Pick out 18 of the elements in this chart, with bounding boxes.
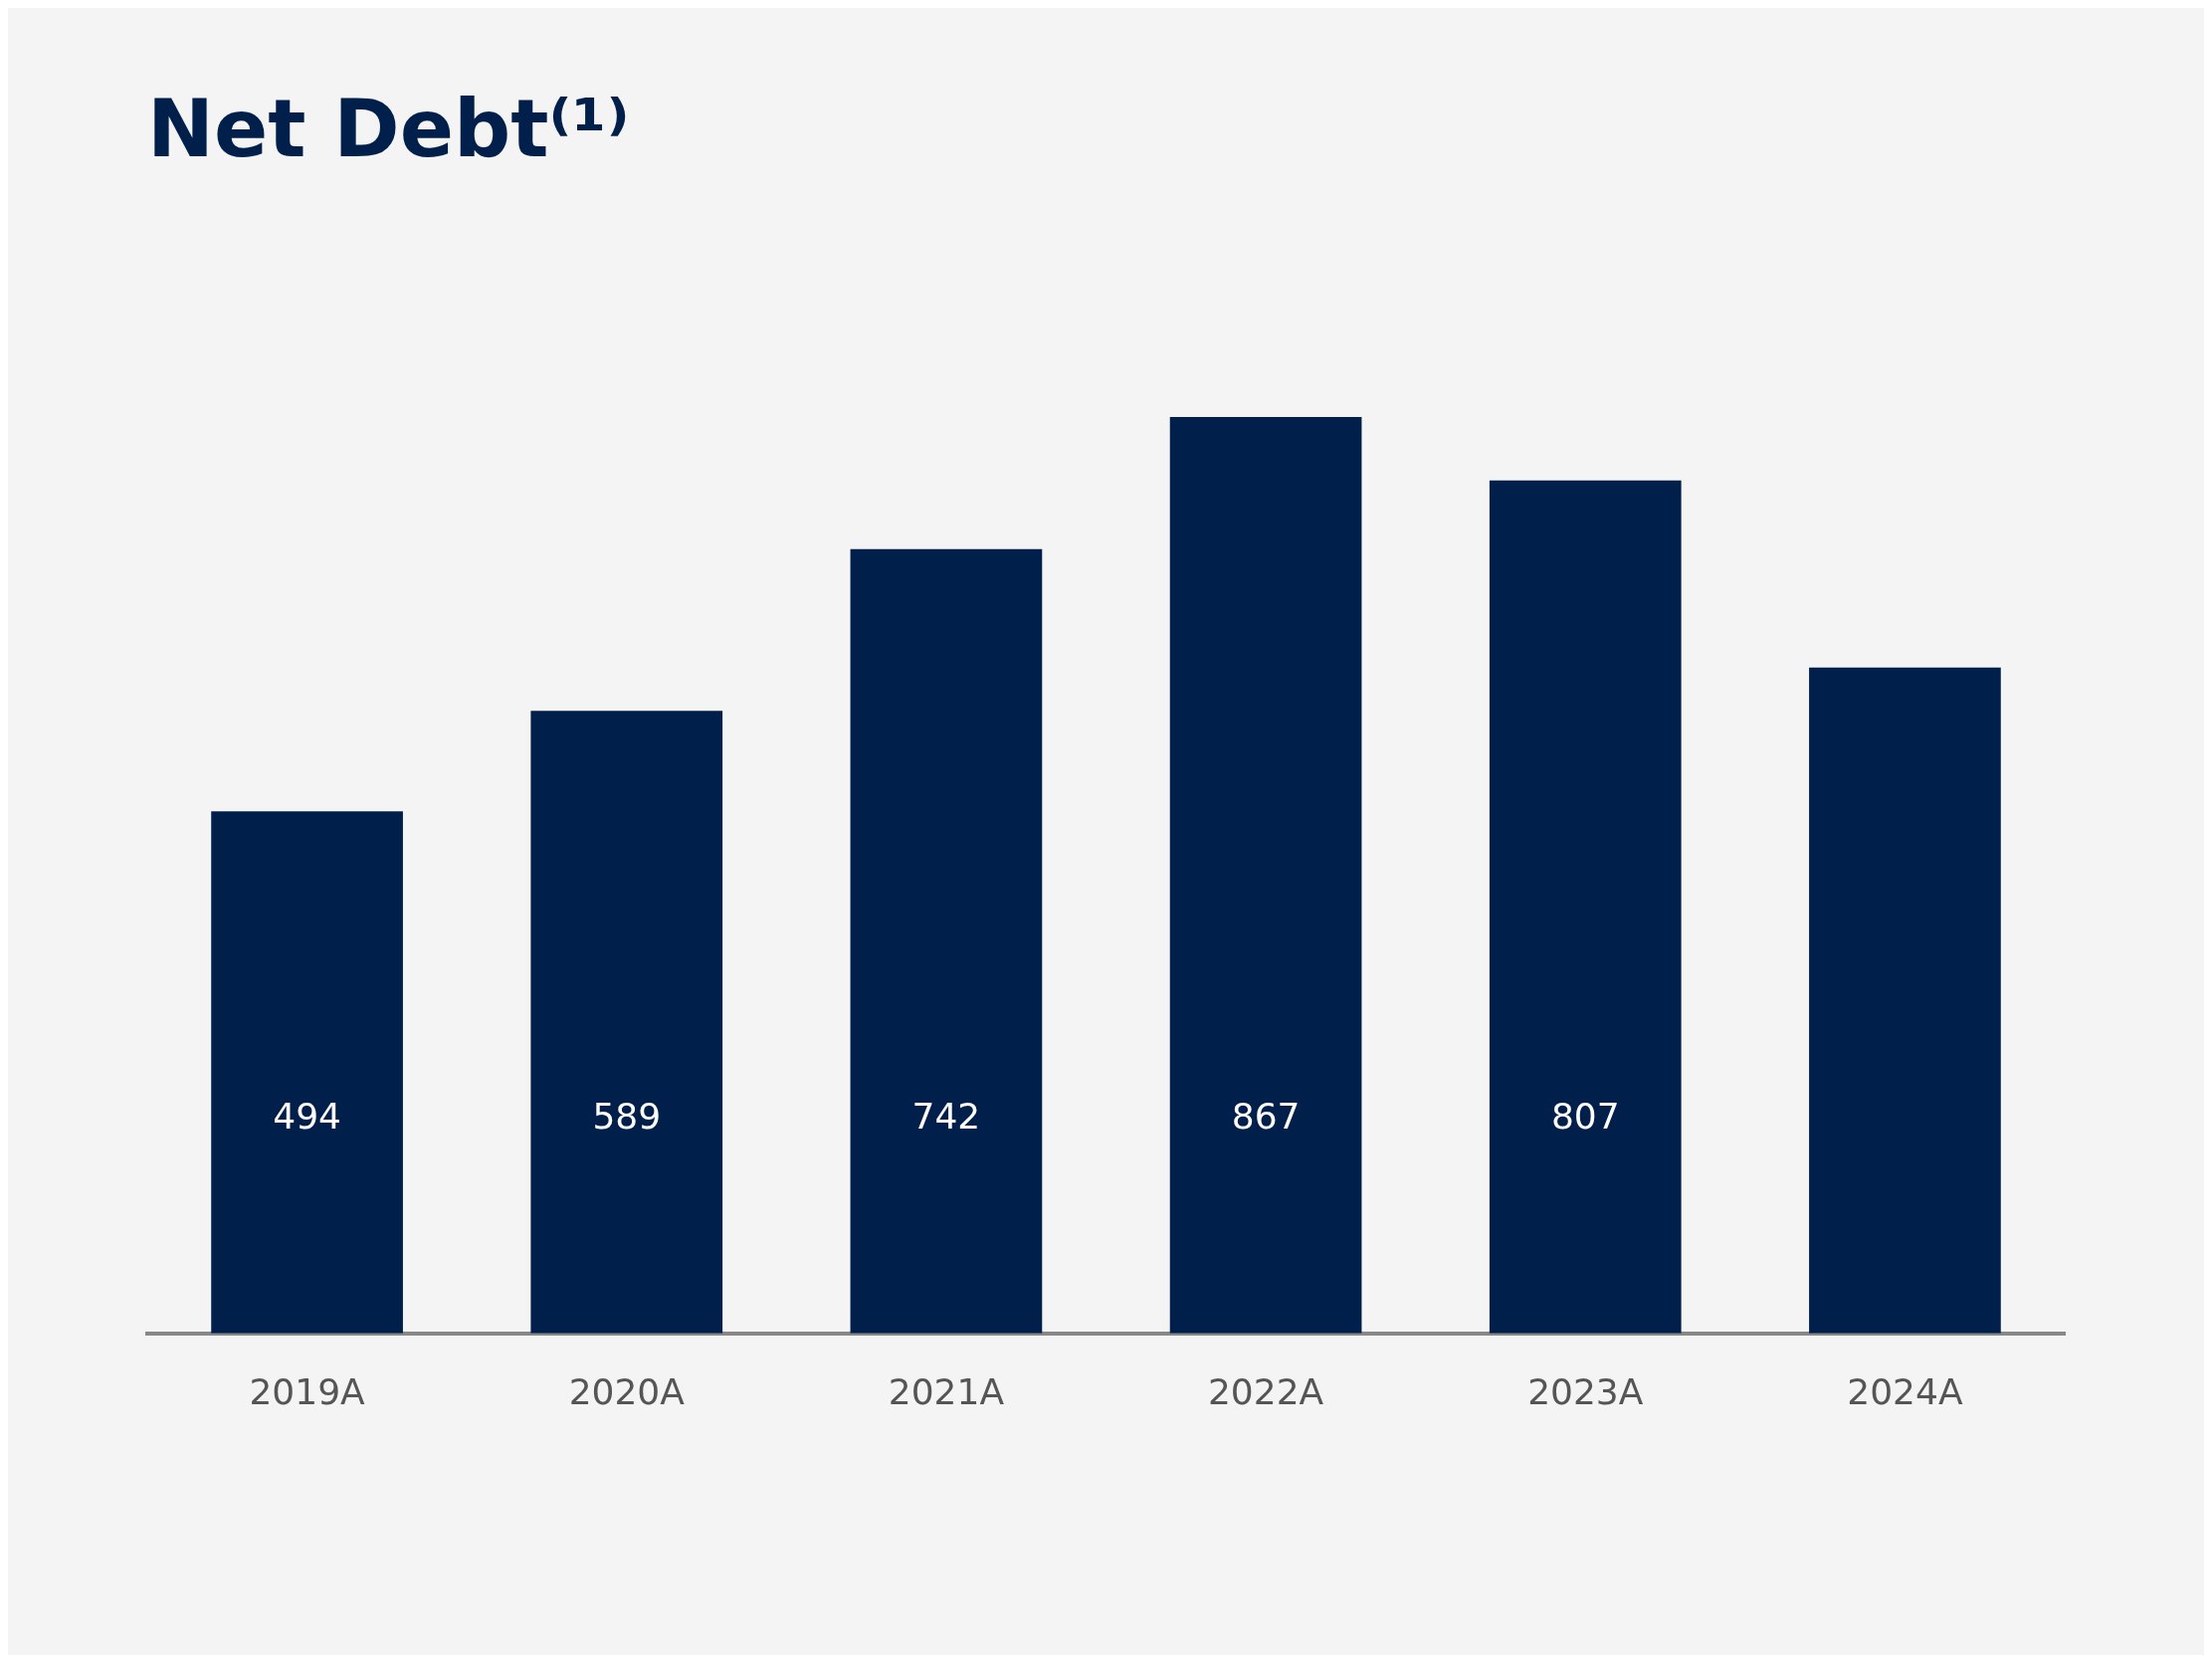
x-tick-label: 2019A bbox=[249, 1370, 366, 1412]
x-tick-label: 2024A bbox=[1847, 1370, 1963, 1412]
chart-title: Net Debt⁽¹⁾ bbox=[147, 82, 630, 175]
x-tick-label: 2020A bbox=[568, 1370, 686, 1412]
bar bbox=[1489, 480, 1682, 1334]
data-label: 807 bbox=[1550, 1096, 1620, 1138]
data-label: 494 bbox=[273, 1096, 341, 1138]
x-tick-label: 2021A bbox=[888, 1370, 1005, 1412]
bar bbox=[850, 548, 1043, 1334]
bar bbox=[211, 811, 403, 1334]
bar bbox=[1169, 417, 1362, 1334]
bar bbox=[530, 711, 723, 1334]
data-label: 589 bbox=[592, 1096, 662, 1138]
data-label: 742 bbox=[911, 1096, 981, 1138]
data-label: 867 bbox=[1231, 1096, 1301, 1138]
x-tick-label: 2022A bbox=[1207, 1370, 1324, 1412]
x-tick-label: 2023A bbox=[1527, 1370, 1644, 1412]
bar bbox=[1809, 667, 2001, 1334]
